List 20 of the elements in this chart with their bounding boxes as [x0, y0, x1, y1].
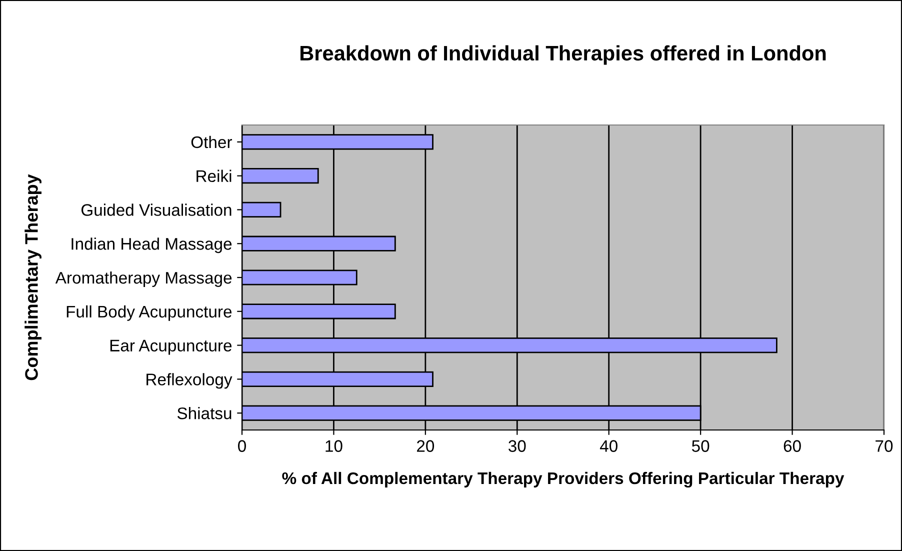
y-tick-label: Indian Head Massage — [72, 238, 232, 254]
x-tick-label: 70 — [876, 440, 893, 452]
x-tick-label: 40 — [600, 440, 618, 452]
y-tick-label: Reiki — [196, 170, 232, 182]
x-tick-label: 50 — [692, 440, 710, 452]
x-tick-label: 0 — [238, 440, 246, 452]
y-tick-label: Other — [191, 136, 232, 148]
y-tick-label: Guided Visualisation — [81, 204, 232, 216]
x-tick-label: 60 — [784, 440, 801, 452]
x-axis-title: % of All Complementary Therapy Providers Offering Particular Therapy — [282, 472, 844, 488]
x-tick-label: 20 — [417, 440, 434, 452]
y-tick-label: Aromatherapy Massage — [55, 271, 232, 287]
y-tick-label: Full Body Acupuncture — [66, 305, 232, 321]
x-tick-label: 30 — [508, 440, 526, 452]
y-tick-label: Shiatsu — [177, 407, 232, 420]
chart-title: Breakdown of Individual Therapies offered in London — [300, 45, 826, 65]
y-tick-label: Reflexology — [146, 373, 232, 389]
x-tick-label: 10 — [326, 440, 342, 452]
y-tick-label: Ear Acupuncture — [110, 340, 232, 355]
y-axis-title: Complimentary Therapy — [24, 174, 42, 380]
